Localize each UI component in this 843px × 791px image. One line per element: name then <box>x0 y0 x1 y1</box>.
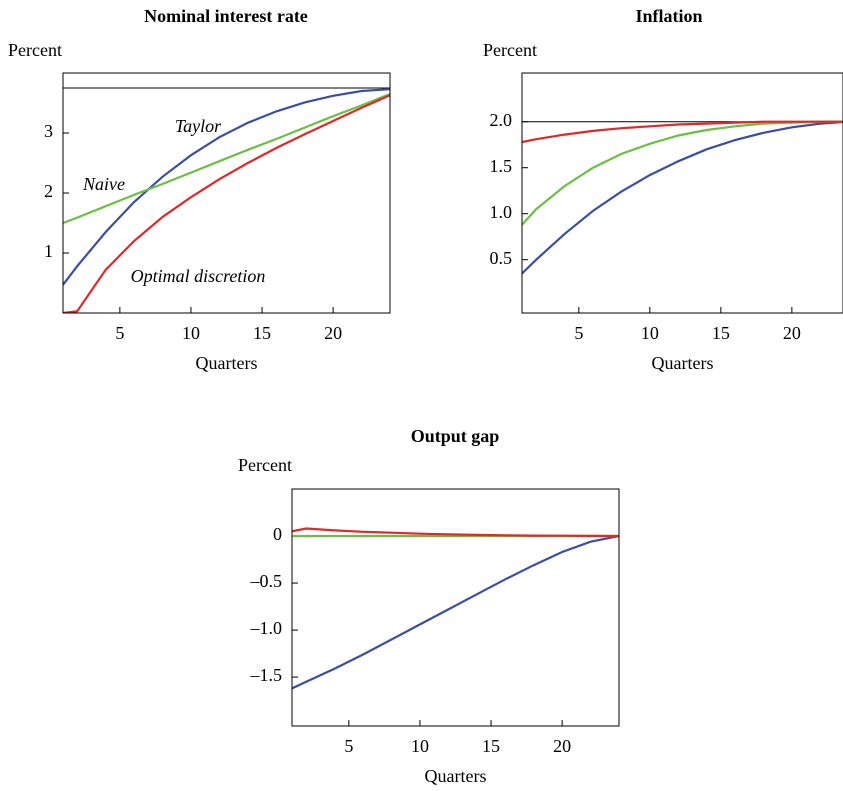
x-axis-label: Quarters <box>652 353 714 373</box>
series-line <box>292 534 619 690</box>
y-tick-label: 2.0 <box>490 110 513 130</box>
plot-frame <box>62 72 391 314</box>
y-tick-label: –0.5 <box>250 571 283 591</box>
y-axis-label: Percent <box>8 40 62 60</box>
y-tick-label: 3 <box>44 121 53 141</box>
annotation: Naive <box>82 174 125 194</box>
x-tick-label: 20 <box>553 736 571 756</box>
annotation: Taylor <box>175 116 222 136</box>
plot-frame <box>521 72 843 314</box>
y-tick-label: 0.5 <box>490 248 513 268</box>
x-tick-label: 10 <box>182 323 200 343</box>
chart-title: Inflation <box>635 6 702 26</box>
x-tick-label: 5 <box>344 736 353 756</box>
chart-title: Nominal interest rate <box>144 6 308 26</box>
x-tick-label: 10 <box>411 736 429 756</box>
series-line <box>63 88 390 286</box>
x-tick-label: 15 <box>712 323 730 343</box>
y-axis-label: Percent <box>238 455 292 475</box>
series-line <box>292 527 619 538</box>
annotation: Optimal discretion <box>131 266 266 286</box>
x-tick-label: 20 <box>324 323 342 343</box>
x-tick-label: 15 <box>253 323 271 343</box>
y-tick-label: 1.0 <box>490 202 513 222</box>
y-axis-label: Percent <box>483 40 537 60</box>
x-tick-label: 20 <box>783 323 801 343</box>
x-tick-label: 5 <box>574 323 583 343</box>
series-line <box>522 120 843 144</box>
series-line <box>63 92 390 225</box>
series-line <box>63 94 390 313</box>
plot-frame <box>291 488 620 727</box>
series-line <box>522 120 843 275</box>
y-tick-label: 2 <box>44 181 53 201</box>
y-tick-label: –1.0 <box>250 618 283 638</box>
chart-title: Output gap <box>411 426 500 446</box>
y-tick-label: 1.5 <box>490 156 513 176</box>
x-axis-label: Quarters <box>425 766 487 786</box>
y-tick-label: –1.5 <box>250 665 283 685</box>
y-tick-label: 1 <box>44 241 53 261</box>
x-tick-label: 10 <box>641 323 659 343</box>
x-axis-label: Quarters <box>196 353 258 373</box>
x-tick-label: 15 <box>482 736 500 756</box>
x-tick-label: 5 <box>115 323 124 343</box>
series-line <box>522 120 843 226</box>
y-tick-label: 0 <box>273 524 282 544</box>
